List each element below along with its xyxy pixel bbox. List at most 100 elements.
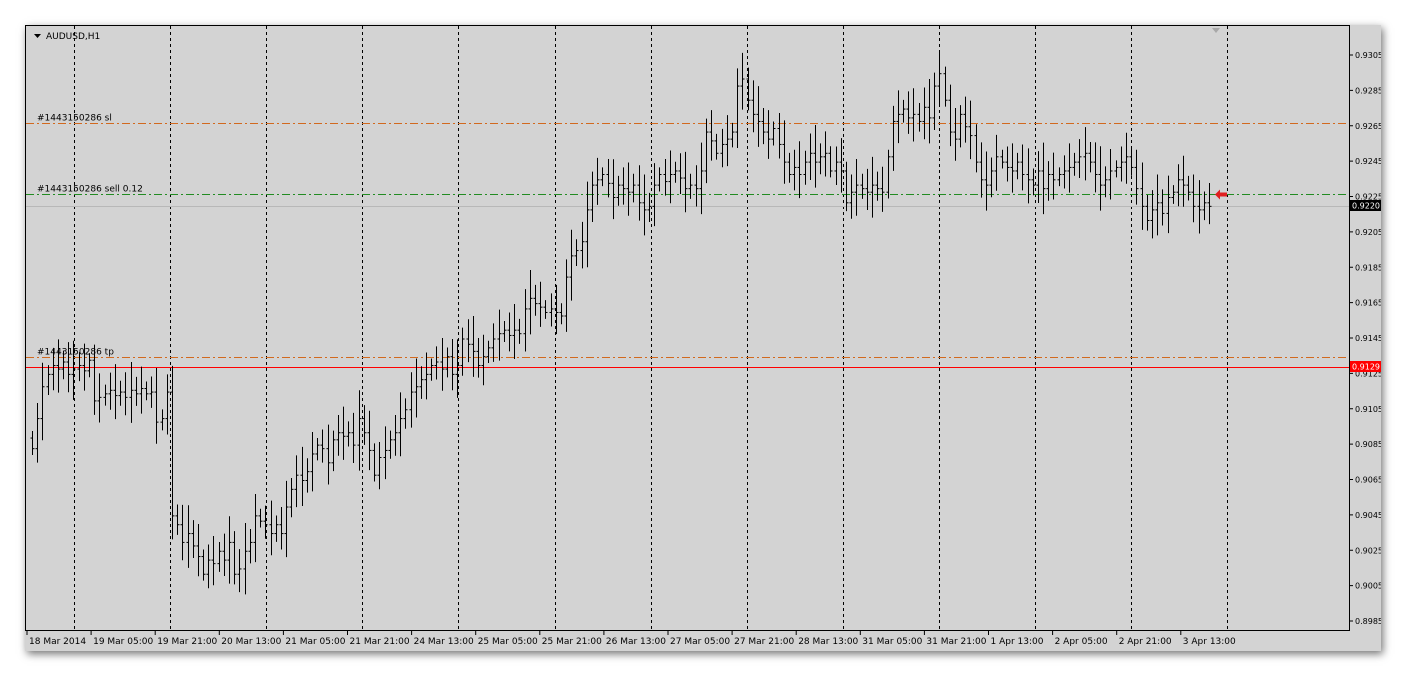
price-bar: [803, 150, 808, 185]
price-bar: [1160, 189, 1165, 226]
time-tick-label: 31 Mar 05:00: [862, 637, 922, 647]
price-bar: [678, 153, 683, 194]
price-bar: [263, 505, 268, 539]
price-tick-label: 0.9045: [1355, 511, 1381, 520]
price-bar: [823, 131, 828, 177]
price-bar: [429, 358, 434, 381]
price-bar: [937, 51, 942, 106]
price-bar: [626, 162, 631, 216]
chart-header[interactable]: AUDUSD,H1: [34, 32, 100, 42]
price-bar: [766, 110, 771, 159]
price-bar: [1010, 143, 1015, 193]
price-bar: [46, 365, 51, 396]
price-bar: [206, 544, 211, 589]
price-bar: [144, 381, 149, 401]
price-bar: [217, 542, 222, 572]
time-tick-label: 19 Mar 21:00: [157, 637, 217, 647]
price-bar: [481, 334, 486, 386]
time-axis[interactable]: 18 Mar 2014 19 Mar 05:00 19 Mar 21:00 20 Ma…: [25, 631, 1350, 651]
price-bar: [310, 432, 315, 492]
price-bar: [1181, 155, 1186, 207]
sell-order-label: #1443150286 sell 0.12: [37, 185, 143, 195]
chart-plot-area[interactable]: AUDUSD,H1 #1443150286 sl #1443150286 sel…: [25, 25, 1350, 631]
price-bar: [953, 108, 958, 161]
triangle-down-icon[interactable]: [34, 34, 41, 38]
price-bar: [746, 67, 751, 111]
price-bar: [1083, 127, 1088, 181]
price-bar: [393, 415, 398, 456]
price-bar: [237, 549, 242, 593]
price-bar: [326, 424, 331, 485]
price-bar: [377, 441, 382, 490]
price-bar: [647, 192, 652, 222]
time-tick-label: 24 Mar 13:00: [414, 637, 474, 647]
price-bar: [1124, 132, 1129, 184]
price-bar: [549, 293, 554, 327]
price-bar: [455, 339, 460, 398]
price-tick-label: 0.8985: [1355, 617, 1381, 626]
price-bar: [40, 362, 45, 441]
price-bar: [232, 531, 237, 585]
price-bar: [460, 327, 465, 376]
price-bar: [714, 133, 719, 160]
price-bar: [600, 167, 605, 187]
chart-canvas[interactable]: AUDUSD,H1 #1443150286 sl #1443150286 sel…: [26, 26, 1350, 631]
price-bar: [813, 124, 818, 188]
price-bar: [797, 141, 802, 199]
price-bar: [383, 426, 388, 480]
price-bar: [927, 78, 932, 144]
price-scale: 0.9305 0.9285 0.9265 0.9245 0.9225 0.9205 0.91…: [1350, 51, 1381, 626]
price-bar: [564, 259, 569, 332]
price-bar: [886, 149, 891, 199]
time-tick-label: 25 Mar 21:00: [542, 637, 602, 647]
chart-window[interactable]: AUDUSD,H1 #1443150286 sl #1443150286 sel…: [25, 25, 1381, 651]
price-bar: [517, 318, 522, 344]
price-bar: [880, 166, 885, 212]
price-bar: [87, 353, 92, 378]
price-bar: [730, 122, 735, 148]
price-bar: [621, 167, 626, 205]
time-tick-label: 3 Apr 13:00: [1183, 637, 1236, 647]
price-bar: [139, 366, 144, 414]
price-bar: [201, 549, 206, 581]
price-bar: [491, 323, 496, 362]
price-bar: [71, 340, 76, 400]
price-bar: [284, 480, 289, 558]
chart-shift-marker-icon[interactable]: [1212, 28, 1220, 33]
price-lines: [26, 123, 1349, 368]
price-bar: [854, 158, 859, 216]
price-bar: [92, 344, 97, 415]
price-bar: [787, 152, 792, 183]
price-bar: [761, 108, 766, 145]
sell-arrow-icon[interactable]: [1215, 189, 1227, 200]
price-bar: [668, 150, 673, 204]
price-bar: [673, 161, 678, 183]
price-bar: [351, 412, 356, 463]
price-bar: [1186, 175, 1191, 201]
price-bar: [434, 346, 439, 380]
price-bar: [30, 430, 35, 456]
price-bar: [1145, 195, 1150, 231]
price-bar: [300, 446, 305, 506]
price-bar: [896, 90, 901, 144]
price-bar: [398, 392, 403, 457]
price-bar: [808, 133, 813, 180]
price-bar: [771, 121, 776, 146]
price-bar: [683, 151, 688, 213]
time-tick-label: 27 Mar 21:00: [734, 637, 794, 647]
price-bar: [777, 112, 782, 159]
price-bar: [818, 143, 823, 175]
price-bar: [180, 504, 185, 561]
price-bar: [466, 319, 471, 363]
price-bar: [445, 347, 450, 378]
price-axis[interactable]: 0.9305 0.9285 0.9265 0.9245 0.9225 0.9205 0.91…: [1350, 25, 1381, 631]
price-bar: [585, 181, 590, 268]
price-bar: [367, 410, 372, 471]
price-bar: [891, 105, 896, 171]
price-bar: [346, 421, 351, 447]
price-bar: [932, 72, 937, 131]
price-bar: [984, 151, 989, 211]
price-bar: [497, 309, 502, 361]
price-bar: [305, 458, 310, 493]
price-bar: [782, 120, 787, 184]
